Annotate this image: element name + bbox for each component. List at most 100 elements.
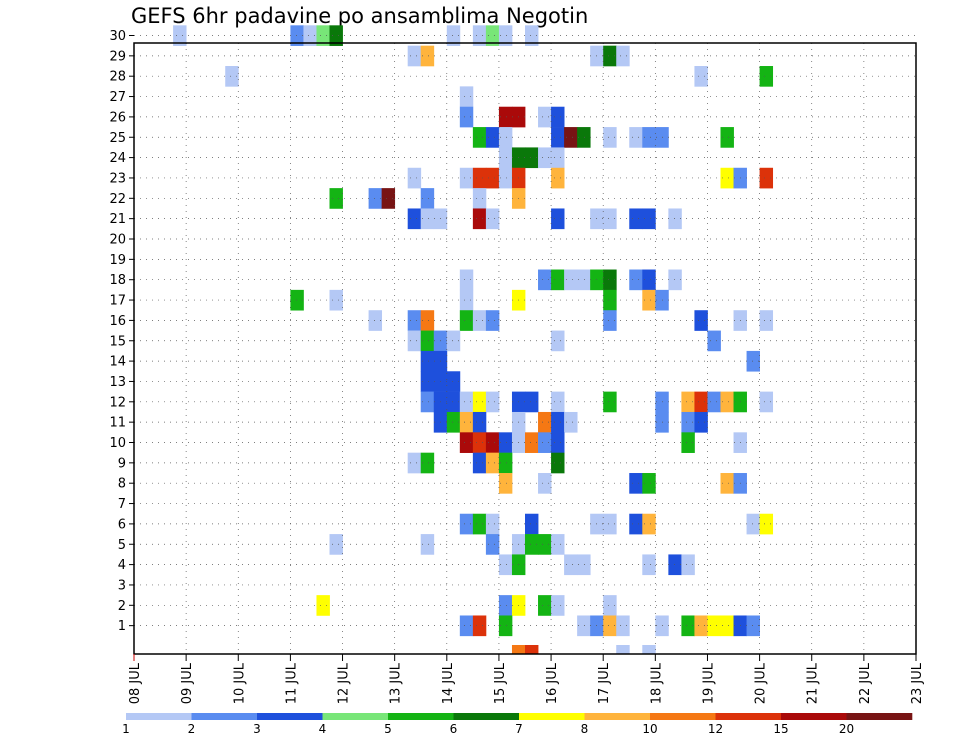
data-cell [577,615,591,637]
data-cell [538,534,552,555]
data-cell [538,269,552,291]
data-cell [681,432,695,453]
x-tick-label: 16 JUL [545,662,560,704]
data-cell [498,25,513,46]
data-cell [329,188,343,209]
data-cell [472,25,487,46]
data-cell [446,391,461,413]
data-cell [577,127,591,148]
data-cell [551,452,565,474]
legend-label: 8 [581,722,589,736]
x-tick-label: 21 JUL [806,662,821,704]
y-tick-label: 22 [109,192,126,207]
data-cell [720,167,734,189]
legend-swatch [650,713,716,720]
y-tick-label: 1 [118,619,126,634]
data-cell [603,208,617,230]
data-cell [446,330,461,352]
y-tick-label: 6 [118,517,126,532]
x-tick-label: 09 JUL [180,662,195,704]
data-cell [381,188,396,209]
data-cell [459,615,474,637]
data-cell [564,269,578,291]
data-cell [446,411,461,433]
data-cell [603,595,617,616]
data-cell [407,330,422,352]
data-cell [498,432,513,453]
data-cell [759,513,774,535]
data-cell [525,25,539,46]
data-cell [485,127,500,148]
data-cell [629,208,643,230]
data-cell [603,127,617,148]
data-cell [485,310,500,331]
data-cell [603,513,617,535]
data-cell [329,534,343,555]
data-cell [498,452,513,474]
data-cell [720,615,734,637]
data-cell [694,310,708,331]
legend-label: 7 [515,722,523,736]
data-cell [629,127,643,148]
y-tick-label: 28 [109,70,126,85]
data-cell [420,534,435,555]
data-cell [551,127,565,148]
x-tick-label: 18 JUL [649,662,664,704]
legend-label: 1 [122,722,130,736]
data-cell [551,106,565,128]
data-cell [420,208,435,230]
y-tick-label: 17 [109,294,126,309]
x-tick-label: 19 JUL [701,662,716,704]
data-cell [603,615,617,637]
data-cell [551,208,565,230]
data-cell [173,25,187,46]
legend-label: 4 [319,722,327,736]
data-cell [407,310,422,331]
data-cell [538,595,552,616]
data-cell [316,25,330,46]
data-cell [603,310,617,331]
x-tick-label: 22 JUL [858,662,873,704]
data-cell [407,167,422,189]
x-tick-label: 12 JUL [337,662,352,704]
y-tick-label: 25 [109,131,126,146]
legend-label: 3 [253,722,261,736]
data-cell [538,473,552,494]
legend-label: 5 [384,722,392,736]
data-cell [525,147,539,169]
data-cell [551,330,565,352]
y-tick-label: 5 [118,538,126,553]
y-tick-label: 20 [109,233,126,248]
data-cell [485,167,500,189]
data-cell [459,310,474,331]
data-cell [485,25,500,46]
data-cell [459,432,474,453]
data-cell [551,432,565,453]
data-cell [472,208,487,230]
data-cell [642,554,656,576]
data-cell [472,188,487,209]
y-tick-label: 26 [109,110,126,125]
data-cell [642,513,656,535]
legend-label: 10 [642,722,657,736]
data-cell [472,167,487,189]
data-cell [603,269,617,291]
data-cell [420,371,435,392]
data-cell [407,452,422,474]
data-cell [629,473,643,494]
y-tick-label: 21 [109,212,126,227]
data-cell [459,289,474,311]
data-cell [746,615,760,637]
data-cell [720,473,734,494]
data-cell [538,432,552,453]
legend-swatch [322,713,389,720]
y-tick-label: 29 [109,49,126,64]
data-cell [577,269,591,291]
data-cell [485,513,500,535]
data-cell [642,645,656,655]
y-tick-label: 9 [118,456,126,471]
data-cell [368,188,383,209]
data-cell [694,391,708,413]
legend-swatch [191,713,258,720]
data-cell [720,127,734,148]
